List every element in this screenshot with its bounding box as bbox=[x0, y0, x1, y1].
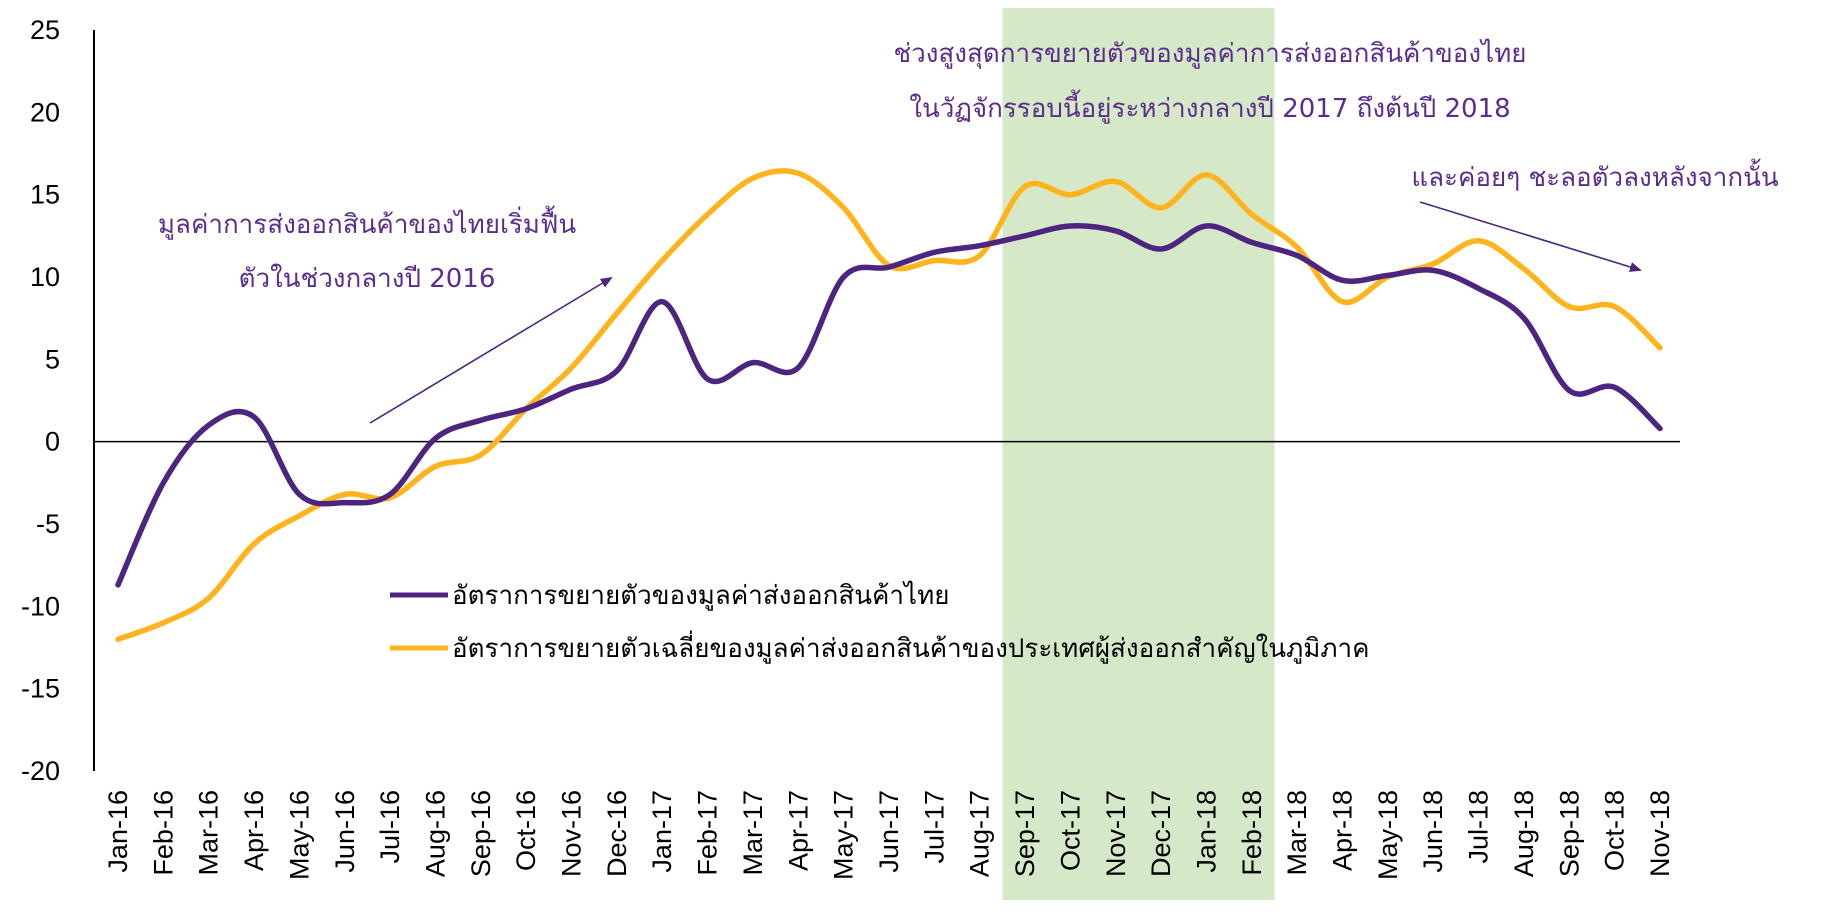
y-axis: 25 20 15 10 5 0 -5 -10 -15 -20 bbox=[21, 15, 1680, 786]
x-tick-label: Jun-16 bbox=[330, 790, 360, 873]
y-tick-label: 15 bbox=[30, 180, 60, 210]
series-line-thai-exports bbox=[115, 223, 1663, 588]
highlight-band bbox=[1002, 8, 1275, 900]
x-tick-label: Jan-16 bbox=[103, 790, 133, 873]
x-tick-label: Jul-18 bbox=[1464, 790, 1494, 864]
x-tick-label: Feb-18 bbox=[1237, 790, 1267, 876]
x-tick-label: Dec-16 bbox=[602, 790, 632, 877]
x-tick-label: Jan-17 bbox=[647, 790, 677, 873]
y-tick-label: -10 bbox=[21, 591, 60, 621]
x-tick-label: Apr-18 bbox=[1328, 790, 1358, 871]
x-tick-label: Aug-16 bbox=[420, 790, 450, 877]
series-line-regional-exports bbox=[115, 168, 1663, 643]
x-tick-label: Aug-18 bbox=[1509, 790, 1539, 877]
x-tick-label: Oct-16 bbox=[511, 790, 541, 871]
annotation-decline: และค่อยๆ ชะลอตัวลงหลังจากนั้น bbox=[1411, 158, 1779, 193]
x-tick-label: Mar-17 bbox=[738, 790, 768, 876]
x-tick-label: Jan-18 bbox=[1191, 790, 1221, 873]
x-tick-label: Nov-18 bbox=[1645, 790, 1675, 877]
legend-label-thai: อัตราการขยายตัวของมูลค่าส่งออกสินค้าไทย bbox=[452, 580, 949, 611]
x-tick-label: Jun-18 bbox=[1418, 790, 1448, 873]
recovery-arrow bbox=[369, 276, 613, 424]
annotation-recovery-line1: มูลค่าการส่งออกสินค้าของไทยเริ่มฟื้น bbox=[158, 205, 576, 240]
x-tick-label: May-16 bbox=[284, 790, 314, 880]
x-tick-label: Mar-18 bbox=[1282, 790, 1312, 876]
y-tick-label: 5 bbox=[45, 344, 60, 374]
x-tick-label: Nov-16 bbox=[557, 790, 587, 877]
x-tick-label: Jul-16 bbox=[375, 790, 405, 864]
x-tick-label: Feb-17 bbox=[693, 790, 723, 876]
y-tick-label: -15 bbox=[21, 674, 60, 704]
y-tick-label: -5 bbox=[36, 509, 60, 539]
x-tick-label: May-17 bbox=[829, 790, 859, 880]
x-axis: Jan-16 Feb-16 Mar-16 Apr-16 May-16 Jun-16 Jul-… bbox=[103, 790, 1675, 880]
y-tick-label: 20 bbox=[30, 97, 60, 127]
x-tick-label: Oct-18 bbox=[1600, 790, 1630, 871]
decline-arrow bbox=[1419, 201, 1642, 272]
x-tick-label: Oct-17 bbox=[1055, 790, 1085, 871]
x-tick-label: May-18 bbox=[1373, 790, 1403, 880]
x-tick-label: Aug-17 bbox=[965, 790, 995, 877]
x-tick-label: Sep-16 bbox=[466, 790, 496, 877]
x-tick-label: Apr-16 bbox=[239, 790, 269, 871]
x-tick-label: Sep-17 bbox=[1010, 790, 1040, 877]
y-tick-label: 0 bbox=[45, 427, 60, 457]
x-tick-label: Nov-17 bbox=[1101, 790, 1131, 877]
annotation-peak-line1: ช่วงสูงสุดการขยายตัวของมูลค่าการส่งออกสิ… bbox=[893, 38, 1526, 69]
series-lines bbox=[115, 168, 1663, 643]
x-tick-label: Mar-16 bbox=[194, 790, 224, 876]
y-tick-label: 10 bbox=[30, 262, 60, 292]
x-tick-label: Apr-17 bbox=[783, 790, 813, 871]
x-tick-label: Jun-17 bbox=[874, 790, 904, 873]
annotation-peak-line2: ในวัฏจักรรอบนี้อยู่ระหว่างกลางปี 2017 ถึ… bbox=[909, 89, 1510, 124]
y-tick-label: 25 bbox=[30, 15, 60, 45]
legend-label-region: อัตราการขยายตัวเฉลี่ยของมูลค่าส่งออกสินค… bbox=[452, 630, 1370, 664]
legend: อัตราการขยายตัวของมูลค่าส่งออกสินค้าไทย … bbox=[390, 580, 1370, 664]
annotation-recovery-line2: ตัวในช่วงกลางปี 2016 bbox=[239, 264, 496, 294]
y-tick-label: -20 bbox=[21, 756, 60, 786]
x-tick-label: Feb-16 bbox=[148, 790, 178, 876]
x-tick-label: Sep-18 bbox=[1554, 790, 1584, 877]
x-tick-label: Jul-17 bbox=[919, 790, 949, 864]
x-tick-label: Dec-17 bbox=[1146, 790, 1176, 877]
